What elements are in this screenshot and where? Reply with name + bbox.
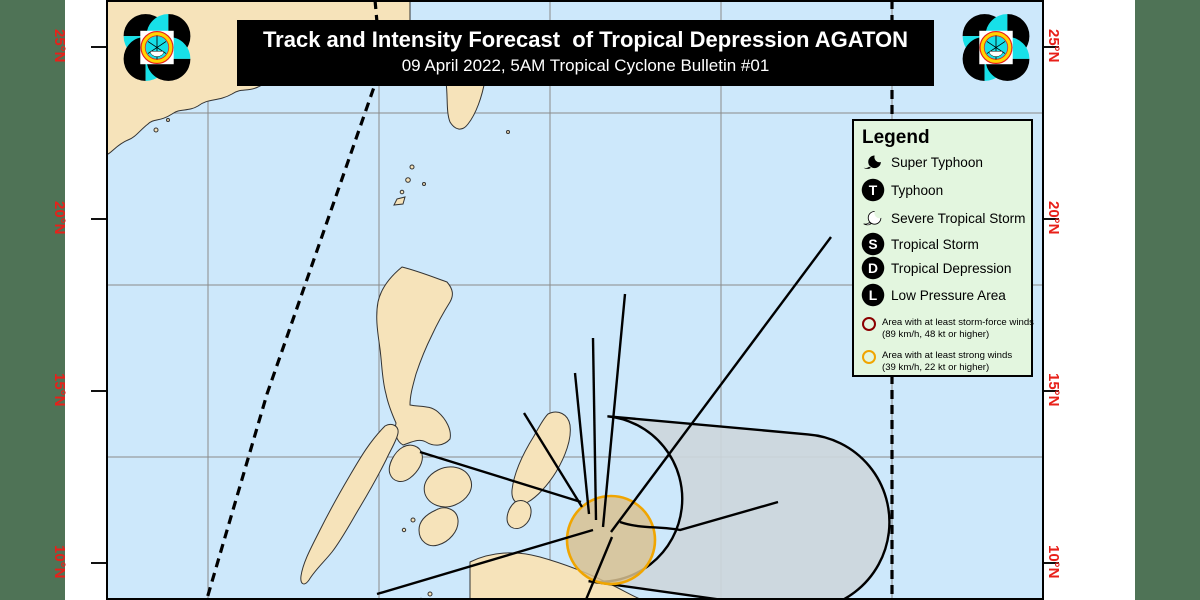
svg-text:T: T [869,182,878,198]
svg-text:S: S [868,236,877,252]
svg-text:D: D [868,260,878,276]
svg-text:L: L [869,287,878,303]
